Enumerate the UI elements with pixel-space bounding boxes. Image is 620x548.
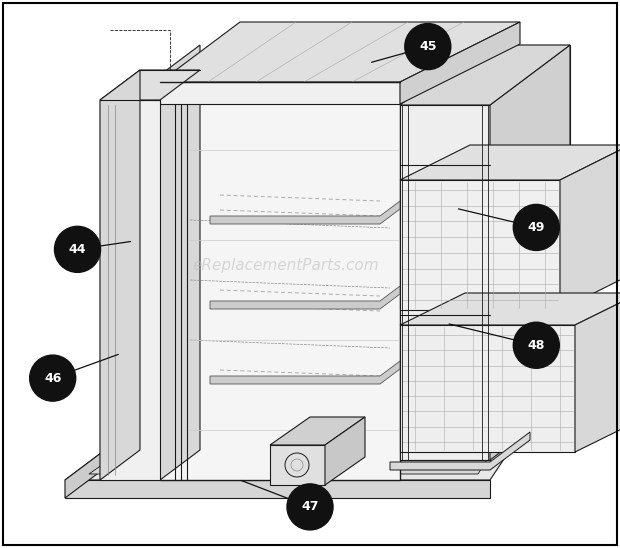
Polygon shape [210,361,400,384]
Polygon shape [325,417,365,485]
Text: 49: 49 [528,221,545,234]
Polygon shape [575,293,620,452]
Polygon shape [100,70,140,480]
Polygon shape [400,293,620,325]
Polygon shape [400,105,490,460]
Polygon shape [65,420,145,498]
Text: eReplacementParts.com: eReplacementParts.com [192,258,379,273]
Text: 47: 47 [301,500,319,513]
Polygon shape [400,145,620,180]
Polygon shape [400,45,570,105]
Circle shape [405,24,451,70]
Polygon shape [560,145,620,310]
Polygon shape [100,100,160,480]
Polygon shape [89,426,508,474]
Text: 46: 46 [44,372,61,385]
Polygon shape [210,201,400,224]
Polygon shape [160,82,400,104]
Circle shape [513,204,559,250]
Polygon shape [270,445,325,485]
Polygon shape [400,325,575,452]
Polygon shape [400,180,560,310]
Circle shape [513,322,559,368]
Polygon shape [100,70,200,100]
Polygon shape [400,22,520,104]
Circle shape [30,355,76,401]
Polygon shape [490,45,570,460]
Polygon shape [480,45,570,400]
Polygon shape [160,45,200,480]
Polygon shape [160,75,400,480]
Text: 44: 44 [69,243,86,256]
Text: 48: 48 [528,339,545,352]
Polygon shape [160,22,520,82]
Polygon shape [65,420,530,480]
Polygon shape [65,480,490,498]
Polygon shape [270,417,365,445]
Circle shape [287,484,333,530]
Text: 45: 45 [419,40,436,53]
Polygon shape [390,432,530,470]
Circle shape [55,226,100,272]
Polygon shape [210,286,400,309]
